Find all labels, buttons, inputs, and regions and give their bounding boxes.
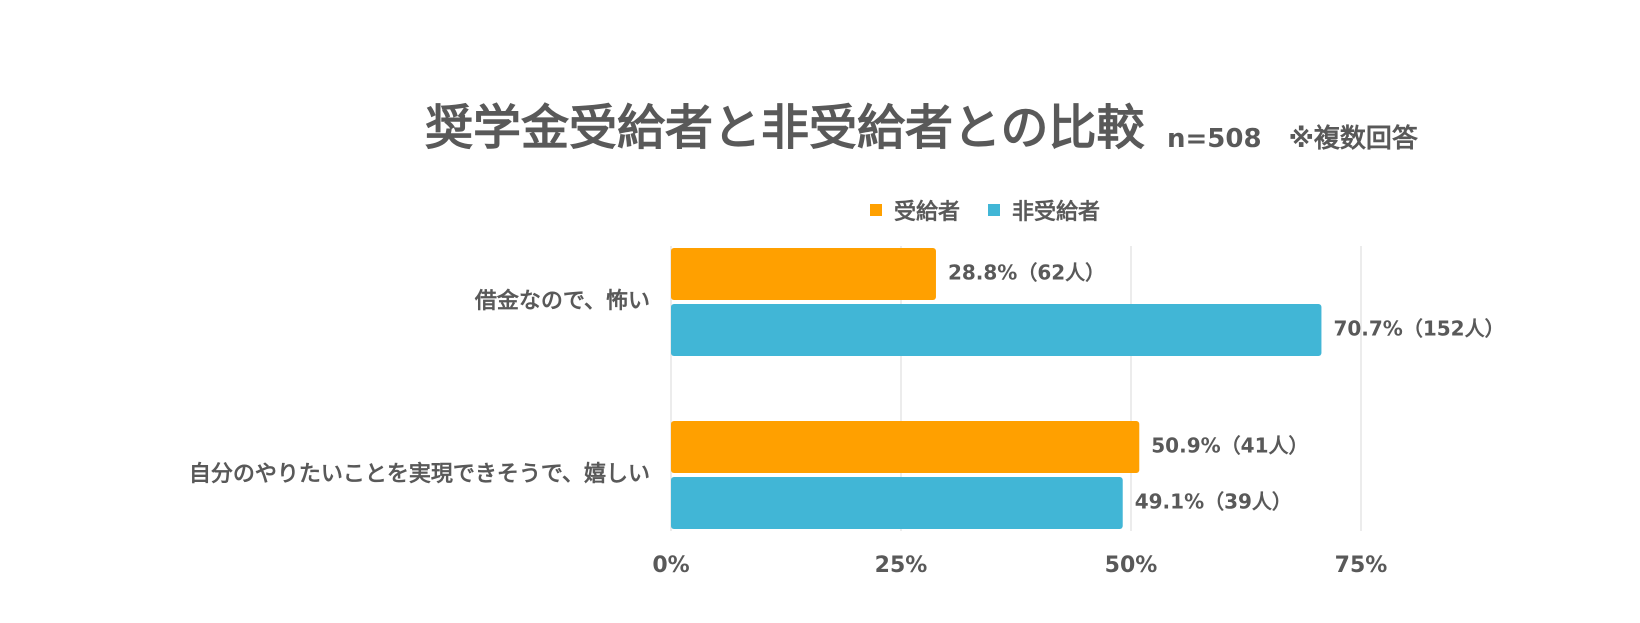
bar-series-0-cat-1 (671, 421, 1140, 473)
category-label-1: 自分のやりたいことを実現できそうで、嬉しい (189, 461, 650, 487)
data-label-series-1-cat-1: 49.1%（39人） (1135, 490, 1292, 514)
bar-series-1-cat-1 (671, 477, 1123, 529)
legend-label-non-recipients: 非受給者 (1012, 200, 1101, 225)
bar-series-1-cat-0 (671, 304, 1322, 356)
chart-subtitle: n=508 ※複数回答 (1167, 124, 1418, 154)
data-label-series-1-cat-0: 70.7%（152人） (1333, 317, 1504, 341)
data-label-series-0-cat-1: 50.9%（41人） (1151, 434, 1308, 458)
legend-item-non-recipients: 非受給者 (988, 194, 1100, 226)
chart-title: 奨学金受給者と非受給者との比較 (425, 100, 1145, 156)
x-tick-label-50: 50% (1105, 553, 1158, 578)
legend-swatch-recipients (870, 204, 882, 216)
legend-label-recipients: 受給者 (894, 200, 961, 225)
legend-swatch-non-recipients (988, 204, 1001, 216)
x-tick-label-0: 0% (652, 553, 689, 578)
legend-item-recipients: 受給者 (870, 194, 960, 226)
legend: 受給者 非受給者 (870, 193, 1100, 227)
title-row: 奨学金受給者と非受給者との比較 n=508 ※複数回答 (0, 88, 1640, 168)
x-tick-label-75: 75% (1335, 553, 1388, 578)
x-tick-label-25: 25% (875, 553, 928, 578)
category-label-0: 借金なので、怖い (474, 288, 650, 314)
data-label-series-0-cat-0: 28.8%（62人） (948, 261, 1105, 285)
bar-series-0-cat-0 (671, 248, 936, 300)
